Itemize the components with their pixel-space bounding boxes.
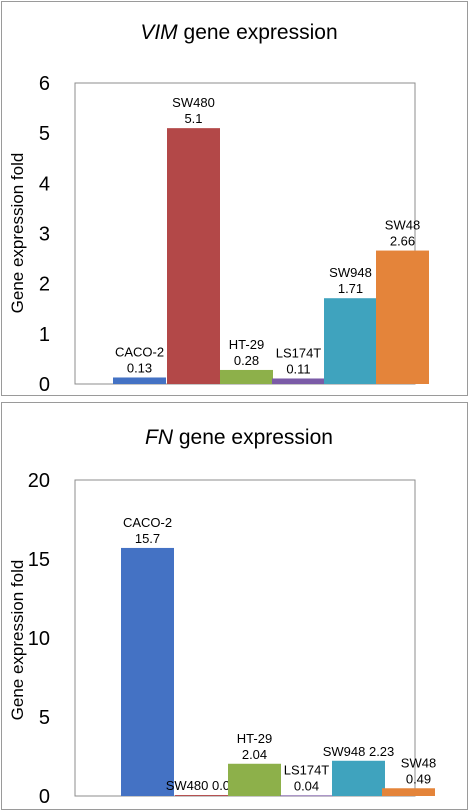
vim-chart-panel: VIM gene expression Gene expression fold… bbox=[1, 1, 468, 396]
fn-chart: FN gene expression Gene expression fold … bbox=[8, 426, 436, 808]
y-axis-label: Gene expression fold bbox=[8, 560, 27, 721]
bar-value-label: 0.13 bbox=[127, 360, 152, 375]
bar-value-label: 2.04 bbox=[242, 747, 267, 762]
bar-category-label: HT-29 bbox=[229, 337, 264, 352]
bar-value-label: 0.11 bbox=[286, 361, 310, 376]
bar-value-label: 5.1 bbox=[184, 111, 202, 126]
bar-category-label: CACO-2 bbox=[115, 344, 164, 359]
y-tick-label: 5 bbox=[39, 123, 50, 145]
y-tick-label: 6 bbox=[39, 73, 50, 95]
chart-title: FN gene expression bbox=[145, 426, 333, 449]
bar-category-label: CACO-2 bbox=[123, 515, 172, 530]
fn-chart-panel: FN gene expression Gene expression fold … bbox=[1, 402, 468, 810]
vim-chart: VIM gene expression Gene expression fold… bbox=[8, 21, 429, 395]
y-tick-label: 20 bbox=[28, 470, 50, 492]
y-tick-label: 4 bbox=[39, 173, 50, 195]
bar-value-label: 0.04 bbox=[294, 778, 319, 793]
bar-category-label: SW948 2.23 bbox=[323, 744, 395, 759]
y-tick-label: 5 bbox=[39, 707, 50, 729]
bar-category-label: LS174T bbox=[276, 345, 322, 360]
chart-title: VIM gene expression bbox=[140, 21, 337, 44]
y-tick-label: 15 bbox=[28, 549, 50, 571]
bar-caco-2 bbox=[121, 547, 174, 796]
y-axis-label: Gene expression fold bbox=[8, 153, 27, 314]
y-tick-label: 2 bbox=[39, 274, 50, 296]
bar-category-label: HT-29 bbox=[237, 731, 272, 746]
bar-sw48 bbox=[382, 788, 435, 796]
bar-value-label: 2.66 bbox=[390, 234, 415, 249]
y-tick-label: 3 bbox=[39, 224, 50, 246]
chart-title-gene: VIM bbox=[140, 21, 178, 44]
chart-title-text: gene expression bbox=[173, 426, 333, 449]
bar-caco-2 bbox=[113, 377, 166, 384]
bar-ls174t bbox=[272, 378, 325, 384]
bar-value-label: 0.49 bbox=[406, 771, 431, 786]
bar-category-label: SW948 bbox=[329, 265, 372, 280]
chart-title-gene: FN bbox=[145, 426, 174, 449]
bar-sw948 bbox=[324, 298, 377, 384]
bar-value-label: 0.28 bbox=[234, 353, 259, 368]
y-tick-label: 1 bbox=[39, 324, 50, 346]
bar-value-label: 1.71 bbox=[338, 281, 363, 296]
y-tick-label: 10 bbox=[28, 628, 50, 650]
bar-category-label: LS174T bbox=[284, 762, 330, 777]
bar-sw48 bbox=[376, 250, 429, 384]
bar-value-label: 15.7 bbox=[135, 531, 160, 546]
bar-sw480 bbox=[175, 795, 228, 796]
y-tick-label: 0 bbox=[39, 786, 50, 808]
bar-ht-29 bbox=[220, 369, 273, 384]
bar-sw948 bbox=[332, 760, 385, 796]
bar-ls174t bbox=[280, 795, 333, 797]
y-tick-label: 0 bbox=[39, 374, 50, 395]
bar-sw480 bbox=[167, 128, 220, 384]
chart-title-text: gene expression bbox=[178, 21, 338, 44]
bar-category-label: SW48 bbox=[385, 218, 420, 233]
bar-category-label: SW480 0.06 bbox=[166, 778, 238, 793]
bar-ht-29 bbox=[228, 763, 281, 796]
bar-category-label: SW480 bbox=[172, 95, 215, 110]
bar-category-label: SW48 bbox=[401, 755, 436, 770]
